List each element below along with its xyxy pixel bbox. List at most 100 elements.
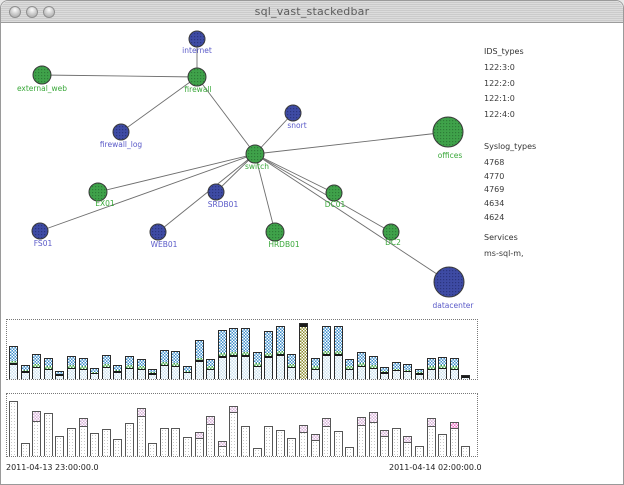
upper-stacked-bar[interactable] [322, 326, 332, 379]
title-bar[interactable]: sql_vast_stackedbar [1, 1, 623, 23]
lower-stacked-bar[interactable] [461, 446, 471, 456]
lower-stacked-bar[interactable] [322, 418, 332, 456]
upper-stacked-bar[interactable] [101, 355, 111, 379]
upper-stacked-bar[interactable] [9, 346, 18, 379]
graph-node-FS01[interactable] [31, 222, 49, 240]
graph-node-internet[interactable] [188, 30, 206, 48]
lower-stacked-bar[interactable] [171, 428, 181, 456]
upper-stacked-bar[interactable] [217, 330, 227, 379]
upper-stacked-bar[interactable] [113, 365, 123, 379]
lower-stacked-bar[interactable] [206, 416, 216, 456]
upper-stacked-bar[interactable] [461, 375, 471, 379]
upper-stacked-bar[interactable] [148, 369, 158, 379]
lower-stacked-bar[interactable] [55, 436, 65, 456]
lower-stacked-bar[interactable] [159, 428, 169, 456]
lower-stacked-bar[interactable] [32, 411, 42, 456]
upper-stacked-bar[interactable] [252, 352, 262, 379]
graph-node-SRDB01[interactable] [207, 183, 225, 201]
upper-stacked-bar[interactable] [32, 354, 42, 379]
timeline-chart-lower[interactable] [6, 393, 478, 457]
upper-stacked-bar[interactable] [368, 356, 378, 379]
lower-stacked-bar[interactable] [403, 436, 413, 456]
lower-stacked-bar[interactable] [113, 439, 123, 456]
upper-stacked-bar[interactable] [449, 358, 459, 379]
lower-stacked-bar[interactable] [252, 448, 262, 456]
minimize-button[interactable] [26, 6, 38, 18]
upper-stacked-bar[interactable] [299, 323, 308, 379]
upper-stacked-bar[interactable] [310, 358, 320, 379]
close-button[interactable] [9, 6, 21, 18]
graph-node-snort[interactable] [284, 104, 302, 122]
upper-stacked-bar[interactable] [20, 365, 30, 379]
lower-stacked-bar[interactable] [357, 417, 366, 456]
upper-stacked-bar[interactable] [125, 356, 134, 379]
upper-stacked-bar[interactable] [67, 356, 76, 379]
upper-stacked-bar[interactable] [333, 326, 343, 379]
upper-stacked-bar[interactable] [275, 326, 285, 379]
graph-node-offices[interactable] [432, 116, 464, 148]
graph-node-DC01[interactable] [325, 184, 343, 202]
upper-stacked-bar[interactable] [55, 371, 65, 379]
lower-stacked-bar[interactable] [101, 429, 111, 456]
lower-stacked-bar[interactable] [264, 426, 274, 456]
graph-node-firewall_log[interactable] [112, 123, 130, 141]
lower-stacked-bar[interactable] [241, 426, 250, 456]
graph-node-HRDB01[interactable] [265, 222, 285, 242]
lower-stacked-bar[interactable] [20, 443, 30, 456]
upper-stacked-bar[interactable] [159, 350, 169, 379]
upper-stacked-bar[interactable] [403, 364, 413, 379]
upper-stacked-bar[interactable] [426, 358, 436, 379]
lower-stacked-bar[interactable] [9, 401, 18, 456]
graph-node-firewall[interactable] [187, 67, 207, 87]
lower-stacked-bar[interactable] [438, 434, 448, 456]
lower-stacked-bar[interactable] [78, 418, 88, 456]
graph-node-WEB01[interactable] [149, 223, 167, 241]
upper-stacked-bar[interactable] [43, 358, 53, 379]
graph-node-DC2[interactable] [382, 223, 400, 241]
lower-stacked-bar[interactable] [125, 423, 134, 456]
lower-stacked-bar[interactable] [229, 406, 239, 456]
upper-stacked-bar[interactable] [438, 357, 448, 379]
graph-node-EX01[interactable] [88, 182, 108, 202]
lower-stacked-bar[interactable] [43, 413, 53, 456]
lower-stacked-bar[interactable] [426, 418, 436, 456]
lower-stacked-bar[interactable] [333, 431, 343, 456]
lower-stacked-bar[interactable] [287, 438, 297, 456]
upper-stacked-bar[interactable] [287, 354, 297, 379]
lower-stacked-bar[interactable] [368, 412, 378, 456]
lower-stacked-bar[interactable] [415, 446, 424, 456]
timeline-chart-upper[interactable] [6, 319, 478, 380]
lower-stacked-bar[interactable] [380, 430, 390, 456]
lower-stacked-bar[interactable] [90, 433, 100, 456]
upper-stacked-bar[interactable] [78, 358, 88, 379]
upper-stacked-bar[interactable] [345, 359, 355, 379]
lower-stacked-bar[interactable] [310, 434, 320, 456]
graph-node-external_web[interactable] [32, 65, 52, 85]
lower-stacked-bar[interactable] [67, 428, 76, 456]
lower-stacked-bar[interactable] [194, 432, 204, 456]
upper-stacked-bar[interactable] [264, 331, 274, 379]
upper-stacked-bar[interactable] [241, 328, 250, 379]
upper-stacked-bar[interactable] [90, 368, 100, 379]
upper-stacked-bar[interactable] [380, 367, 390, 379]
upper-stacked-bar[interactable] [229, 328, 239, 379]
zoom-button[interactable] [43, 6, 55, 18]
upper-stacked-bar[interactable] [357, 352, 366, 379]
graph-node-switch[interactable] [245, 144, 265, 164]
graph-node-datacenter[interactable] [433, 266, 465, 298]
lower-stacked-bar[interactable] [449, 422, 459, 456]
lower-stacked-bar[interactable] [148, 443, 158, 456]
upper-stacked-bar[interactable] [391, 362, 401, 379]
upper-stacked-bar[interactable] [136, 359, 146, 379]
upper-stacked-bar[interactable] [415, 369, 424, 379]
lower-stacked-bar[interactable] [345, 447, 355, 456]
lower-stacked-bar[interactable] [391, 428, 401, 456]
lower-stacked-bar[interactable] [183, 437, 192, 456]
lower-stacked-bar[interactable] [299, 425, 308, 456]
lower-stacked-bar[interactable] [136, 408, 146, 456]
lower-stacked-bar[interactable] [275, 430, 285, 456]
upper-stacked-bar[interactable] [183, 366, 192, 379]
upper-stacked-bar[interactable] [194, 340, 204, 379]
upper-stacked-bar[interactable] [206, 359, 216, 379]
upper-stacked-bar[interactable] [171, 351, 181, 379]
